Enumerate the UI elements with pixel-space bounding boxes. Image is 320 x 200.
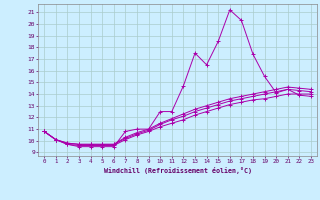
X-axis label: Windchill (Refroidissement éolien,°C): Windchill (Refroidissement éolien,°C)	[104, 167, 252, 174]
